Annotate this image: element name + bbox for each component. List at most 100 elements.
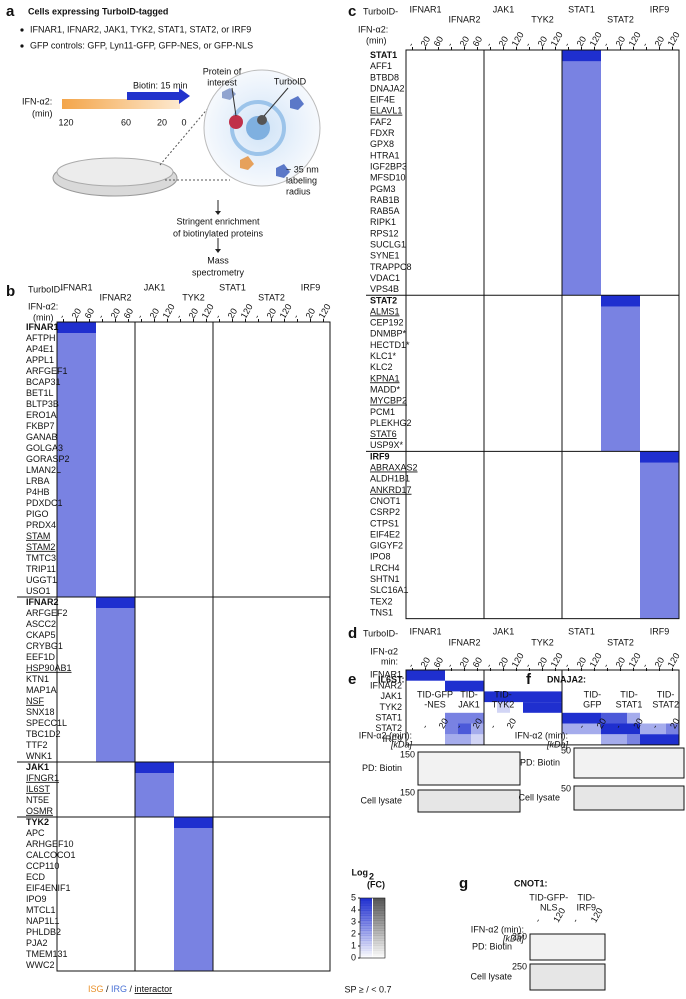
heatmap-cell <box>445 723 458 735</box>
lane-label: - <box>650 723 660 731</box>
key-item: / <box>127 984 135 994</box>
row-label: NT5E <box>26 795 49 805</box>
time-label: 20 <box>226 307 240 321</box>
legend-swatch <box>360 940 372 944</box>
time-label: 120 <box>278 302 294 320</box>
heatmap-frame <box>56 321 331 972</box>
heatmap-cell <box>445 712 458 724</box>
timeline-tick: 20 <box>157 117 167 127</box>
heatmap-cell <box>549 702 562 713</box>
legend-swatch <box>360 918 372 921</box>
heatmap-cell <box>471 680 484 692</box>
row-label: FKBP7 <box>26 421 55 431</box>
time-label: - <box>291 313 301 321</box>
enrichment-block <box>174 817 213 971</box>
legend-swatch <box>373 938 385 941</box>
time-label: 60 <box>471 35 485 49</box>
time-label: - <box>96 313 106 321</box>
key-item: / <box>104 984 112 994</box>
time-label: - <box>562 41 572 49</box>
time-label: 20 <box>497 656 511 670</box>
legend-swatch <box>373 903 385 906</box>
heatmap-cell <box>601 734 614 745</box>
time-label: - <box>57 313 67 321</box>
blot-title: IL6ST: <box>378 674 405 684</box>
time-label: 60 <box>432 656 446 670</box>
lane-group: TID- <box>460 689 478 699</box>
blot <box>529 933 606 961</box>
kda-marker: 50 <box>561 783 571 793</box>
row-label: IL6ST <box>26 784 51 794</box>
time-label: - <box>135 313 145 321</box>
panel-letter: a <box>6 3 15 20</box>
blot <box>417 789 521 813</box>
time-label: - <box>445 41 455 49</box>
bait-label: JAK1 <box>144 282 166 292</box>
time-label: 60 <box>432 35 446 49</box>
row-label: PDXDC1 <box>26 498 63 508</box>
kda-marker: 50 <box>561 745 571 755</box>
lane-label: 20 <box>437 717 451 731</box>
row-label: CSRP2 <box>370 507 400 517</box>
row-label: TMTC3 <box>26 553 56 563</box>
row-label: TYK2 <box>26 817 49 827</box>
bait-label: IFNAR2 <box>448 14 480 24</box>
legend-swatch <box>373 898 385 901</box>
blot-label: Cell lysate <box>470 971 512 981</box>
legend-swatch <box>360 923 372 926</box>
ifn-label: IFN-α2 (min): <box>471 924 524 934</box>
time-label: 20 <box>536 656 550 670</box>
heatmap-cell <box>445 680 458 692</box>
legend-swatch <box>373 923 385 926</box>
legend-swatch <box>373 913 385 916</box>
lane-label: 20 <box>505 717 519 731</box>
time-label: 20 <box>614 656 628 670</box>
row-label: ABRAXAS2 <box>370 463 418 473</box>
heatmap-cell <box>471 670 484 681</box>
lane-group: TID-GFP- <box>529 892 568 902</box>
heatmap-cell <box>432 734 445 745</box>
lane-label: - <box>570 917 580 925</box>
heatmap-cell <box>640 681 653 692</box>
time-label: 20 <box>458 35 472 49</box>
heatmap-cell <box>575 712 588 724</box>
row-label: APPL1 <box>26 355 54 365</box>
legend-swatch <box>373 925 385 929</box>
annotation: labeling <box>286 175 317 185</box>
lane-group: STAT2 <box>652 699 679 709</box>
lane-group: -NES <box>424 699 446 709</box>
time-label: 120 <box>549 30 565 48</box>
legend-swatch <box>373 900 385 904</box>
heatmap-cell <box>614 670 627 681</box>
lane-label: - <box>533 917 543 925</box>
heatmap-cell <box>653 723 666 735</box>
bait-label: IFNAR1 <box>60 282 92 292</box>
row-label: AFF1 <box>370 61 392 71</box>
time-label: - <box>484 662 494 670</box>
timeline-tick: 0 <box>181 117 186 127</box>
ifn-unit: (min) <box>33 312 54 322</box>
bait-label: TYK2 <box>531 637 554 647</box>
legend-note: SP ≥ / < 0.7 <box>344 984 391 994</box>
time-label: 120 <box>510 30 526 48</box>
row-label: KPNA1 <box>370 373 400 383</box>
heatmap-cell <box>640 734 653 745</box>
bait-block <box>601 295 640 307</box>
panel-letter: f <box>526 671 532 688</box>
heatmap-cell <box>575 723 588 735</box>
row-label: ECD <box>26 872 46 882</box>
time-label: 20 <box>614 35 628 49</box>
blot-label: PD: Biotin <box>520 757 560 767</box>
heatmap-cell <box>419 734 432 745</box>
heatmap-cell <box>601 691 614 702</box>
header-prefix: TurboID- <box>363 6 398 16</box>
legend-title: Log <box>352 867 369 877</box>
row-label: ERO1A <box>26 410 57 420</box>
row-label: KTN1 <box>26 674 49 684</box>
row-label: JAK1 <box>380 691 402 701</box>
time-label: - <box>213 313 223 321</box>
heatmap-cell <box>471 723 484 735</box>
blot-title: DNAJA2: <box>547 674 586 684</box>
bait-block <box>96 597 135 608</box>
legend-swatch <box>373 915 385 919</box>
